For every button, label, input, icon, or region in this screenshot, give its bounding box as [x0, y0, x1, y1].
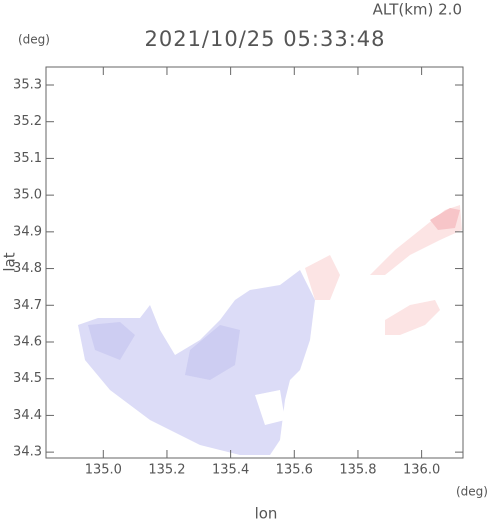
x-tick-label: 135.0 [85, 463, 122, 478]
pink-core [430, 208, 460, 230]
pink-region [305, 205, 462, 335]
y-tick-label: 35.2 [13, 114, 42, 129]
y-tick-label: 35.0 [13, 188, 42, 203]
x-tick-label: 136.0 [403, 463, 440, 478]
y-tick-label: 34.8 [13, 261, 42, 276]
y-tick-label: 35.3 [13, 77, 42, 92]
white-patch [255, 390, 285, 425]
y-tick-label: 34.6 [13, 334, 42, 349]
x-tick-label: 135.4 [212, 463, 249, 478]
altitude-label: ALT(km) 2.0 [373, 1, 462, 19]
plot-frame [45, 66, 464, 459]
y-tick-label: 34.9 [13, 224, 42, 239]
echo-field [78, 205, 462, 455]
y-tick-label: 35.1 [13, 151, 42, 166]
y-tick-label: 34.5 [13, 371, 42, 386]
x-axis-label: lon [255, 505, 278, 521]
x-tick-label: 135.2 [148, 463, 185, 478]
y-tick-label: 34.4 [13, 408, 42, 423]
y-axis-label: lat [1, 252, 19, 271]
y-tick-label: 34.7 [13, 298, 42, 313]
y-unit: (deg) [18, 33, 50, 47]
blue-core [88, 322, 240, 380]
x-tick-label: 135.6 [276, 463, 313, 478]
y-tick-label: 34.3 [13, 445, 42, 460]
x-tick-label: 135.8 [339, 463, 376, 478]
x-unit: (deg) [456, 485, 488, 499]
chart-title: 2021/10/25 05:33:48 [144, 27, 385, 51]
